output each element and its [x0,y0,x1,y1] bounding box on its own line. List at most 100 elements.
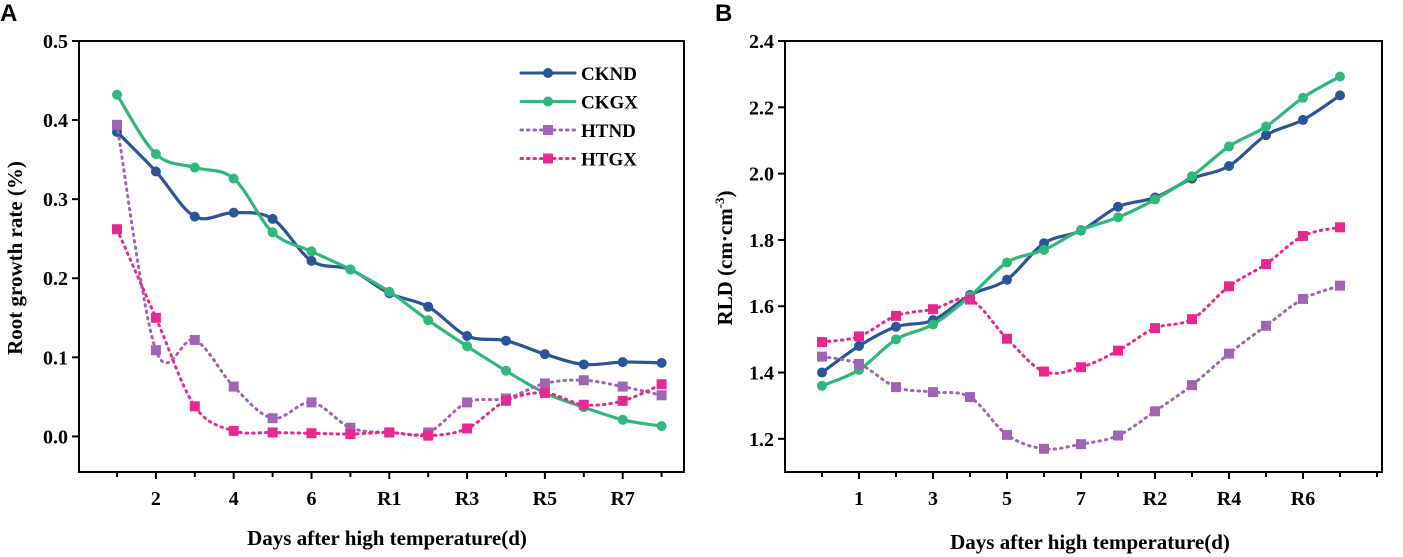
panel-a-point-cknd [189,211,200,222]
panel-a-point-htgx [462,423,473,434]
panel-b-point-htgx [1076,362,1086,373]
panel-a-point-cknd [501,335,511,346]
panel-a-x-tick-label: R1 [377,488,401,510]
legend-swatch-marker [543,96,553,107]
panel-b-point-ckgx [1261,121,1271,132]
panel-b-point-htgx [1113,345,1123,356]
panel-b-point-cknd [1224,160,1234,171]
panel-b-point-htgx [1298,230,1308,241]
panel-b-point-htgx [1002,333,1012,344]
panel-a-point-htgx [539,387,550,398]
panel-a-point-cknd [617,357,628,368]
legend-item-ckgx: CKGX [519,93,638,114]
panel-a-point-htgx [501,395,511,406]
panel-b-label: B [715,0,732,27]
panel-b-y-tick-label: 2.0 [749,164,774,186]
panel-b-point-htnd [817,351,827,362]
panel-b-point-cknd [854,341,864,352]
panel-b-y-tick-label: 2.2 [749,97,774,119]
panel-b-point-htnd [1113,430,1123,441]
panel-a-point-ckgx [228,173,239,184]
panel-b-point-ckgx [817,380,827,391]
panel-b-point-htgx [817,337,827,348]
panel-a-y-tick-label: 0.3 [43,189,68,211]
panel-b-point-htgx [965,294,975,305]
panel-a-point-htnd [150,345,161,356]
panel-b-point-htnd [965,392,975,403]
panel-b-point-cknd [1298,114,1308,125]
panel-a-point-htgx [228,425,239,436]
panel-a-chart: A 0.0 0.1 0.2 0.3 0.4 0.5 2 4 6 R1 R3 R5 R7 Days af… [0,0,685,550]
panel-a-point-ckgx [501,365,511,376]
panel-b-x-tick-label: R4 [1217,488,1241,510]
panel-a-point-cknd [656,357,667,368]
panel-a-point-htgx [423,430,434,441]
panel-a-point-ckgx [384,286,395,297]
panel-a-x-tick-label: 2 [151,488,161,510]
panel-a-y-tick-label: 0.4 [43,110,68,132]
panel-a-point-ckgx [656,421,667,432]
panel-b-point-htnd [1298,293,1308,304]
panel-b-point-htnd [1335,280,1345,291]
panel-b-point-htnd [854,358,864,369]
panel-a-point-htgx [345,429,356,440]
panel-a-point-cknd [423,301,434,312]
panel-a-point-cknd [267,213,278,224]
panel-b-point-htnd [1187,380,1197,391]
panel-b-x-tick-label: R6 [1291,488,1315,510]
legend-label: CKGX [581,93,638,114]
panel-b-x-tick-label: 1 [854,488,864,510]
panel-b-y-axis-title: RLD (cm·cm-3) [712,190,737,325]
panel-b-point-htnd [1261,320,1271,331]
panel-b-point-ckgx [1002,257,1012,268]
panel-a-y-tick-label: 0.2 [43,268,68,290]
panel-b-point-htgx [854,331,864,342]
panel-b-x-tick-label: R2 [1143,488,1167,510]
panel-a-point-htgx [150,312,161,323]
panel-a-point-htgx [267,427,278,438]
panel-b-point-htgx [1039,366,1049,377]
panel-b-point-htnd [1039,443,1049,454]
panel-a-x-ticks: 2 4 6 R1 R3 R5 R7 [116,472,663,510]
legend-label: CKND [581,64,637,85]
panel-a-point-htgx [306,428,317,439]
panel-b-point-htgx [928,304,938,315]
legend-swatch-marker [543,68,553,78]
panel-b-point-ckgx [1224,141,1234,152]
panel-a-series [112,89,667,441]
panel-a-point-htgx [189,401,200,412]
panel-b-point-ckgx [1076,224,1086,235]
panel-b-point-htnd [891,382,901,393]
panel-b-point-cknd [1002,274,1012,285]
panel-a-y-ticks: 0.0 0.1 0.2 0.3 0.4 0.5 [43,31,79,448]
panel-b-point-htgx [891,310,901,321]
panel-b-point-htgx [1335,222,1345,233]
panel-b-point-ckgx [928,319,938,330]
panel-a-point-htnd [306,397,317,408]
panel-a-point-cknd [578,359,589,370]
panel-a-point-ckgx [267,227,278,238]
panel-a-x-tick-label: R3 [455,488,479,510]
panel-a-point-cknd [306,255,317,266]
panel-b-y-ticks: 1.2 1.4 1.6 1.8 2.0 2.2 2.4 [749,31,785,451]
panel-b-x-tick-label: 5 [1002,488,1012,510]
panel-a-point-cknd [150,166,161,177]
panel-b-x-tick-label: 7 [1076,488,1086,510]
panel-b-series-htgx [817,222,1345,377]
legend: CKND CKGX HTND HTGX [519,64,638,171]
panel-a-point-ckgx [306,246,317,257]
panel-a-point-htnd [617,381,628,392]
panel-b-point-cknd [891,321,901,332]
panel-b-point-ckgx [1150,194,1160,205]
legend-swatch-marker [543,153,553,164]
panel-a-x-tick-label: R7 [610,488,634,510]
panel-b-series-ckgx [817,71,1345,391]
panel-b-y-axis-title-main: RLD (cm·cm [713,208,737,326]
panel-b-x-tick-label: 3 [928,488,938,510]
panel-b-point-htnd [1224,348,1234,359]
panel-a-point-htgx [656,379,667,390]
panel-a-x-tick-label: 6 [307,488,317,510]
panel-b-series [817,71,1345,454]
panel-a-point-htnd [112,119,122,130]
panel-a-series-line-htnd [115,123,664,437]
